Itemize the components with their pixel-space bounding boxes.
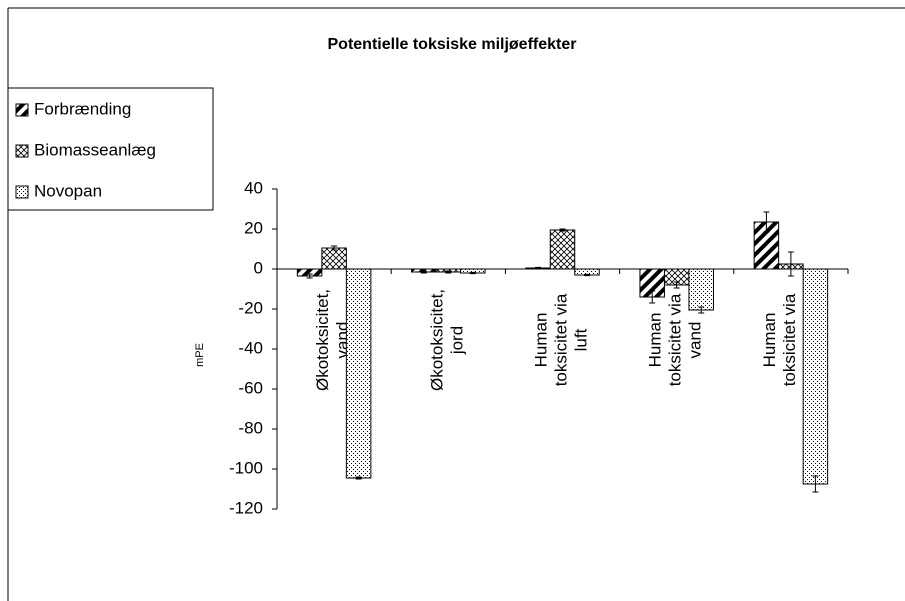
bar: [321, 247, 347, 270]
error-bar: [763, 211, 770, 233]
error-bar: [420, 270, 427, 274]
y-tick-label: -100: [229, 458, 263, 477]
error-bar: [787, 251, 794, 277]
error-bar: [306, 273, 313, 279]
y-tick-label: -120: [229, 498, 263, 517]
legend-label: Biomasseanlæg: [34, 140, 156, 159]
y-axis-label: mPE: [194, 343, 206, 367]
legend-label: Forbrænding: [34, 99, 131, 118]
bar: [688, 268, 714, 311]
legend-swatch: [15, 103, 29, 117]
y-tick-label: -60: [238, 378, 263, 397]
legend-swatch: [15, 144, 29, 158]
x-tick-label: Humantoksicitet vialuft: [532, 293, 591, 386]
y-tick-label: 20: [244, 218, 263, 237]
bar: [549, 229, 576, 270]
chart-title: Potentielle toksiske miljøeffekter: [328, 36, 577, 53]
bar: [345, 268, 372, 479]
bars: [296, 221, 829, 485]
y-tick-label: -40: [238, 338, 263, 357]
error-bar: [445, 270, 452, 274]
y-tick-label: -20: [238, 298, 263, 317]
error-bar: [331, 245, 338, 251]
legend: [7, 87, 214, 211]
bar: [802, 268, 829, 485]
y-tick-label: 0: [254, 258, 263, 277]
error-bar: [584, 273, 590, 277]
error-bar: [469, 271, 476, 275]
y-tick-label: 40: [244, 178, 263, 197]
error-bar: [673, 281, 680, 289]
error-bar: [812, 475, 819, 493]
y-tick-label: -80: [238, 418, 263, 437]
x-tick-label: Humantoksicitet viavand: [646, 293, 705, 386]
error-bar: [355, 476, 362, 480]
error-bar: [649, 290, 656, 304]
error-bar: [559, 228, 566, 232]
error-bar: [698, 306, 705, 314]
x-tick-label: Økotoksicitet,jord: [428, 289, 467, 391]
legend-swatch: [15, 185, 29, 199]
legend-label: Novopan: [34, 181, 102, 200]
